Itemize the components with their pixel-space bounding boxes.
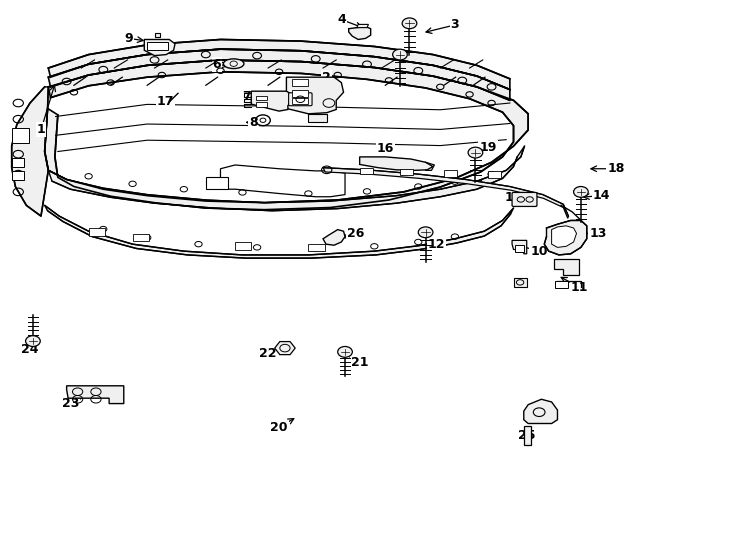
- Text: 5: 5: [319, 103, 327, 116]
- Text: 3: 3: [451, 18, 459, 31]
- Bar: [292, 98, 308, 104]
- Text: 23: 23: [62, 397, 79, 410]
- Bar: [308, 244, 324, 251]
- Text: 14: 14: [592, 189, 610, 202]
- Polygon shape: [524, 399, 558, 423]
- Polygon shape: [524, 426, 531, 445]
- Text: 17: 17: [157, 96, 174, 109]
- Polygon shape: [220, 165, 345, 197]
- Text: 10: 10: [531, 245, 548, 258]
- Text: 2: 2: [322, 71, 331, 84]
- Text: 4: 4: [337, 13, 346, 26]
- Text: 21: 21: [351, 356, 368, 369]
- Bar: [292, 79, 308, 86]
- Circle shape: [573, 186, 588, 197]
- Polygon shape: [251, 91, 292, 111]
- Polygon shape: [360, 157, 433, 170]
- Text: 15: 15: [505, 191, 523, 204]
- Polygon shape: [545, 220, 586, 255]
- Polygon shape: [155, 33, 161, 37]
- Polygon shape: [206, 177, 228, 189]
- Text: 24: 24: [21, 343, 39, 356]
- Text: 26: 26: [347, 227, 365, 240]
- Bar: [133, 234, 149, 241]
- Polygon shape: [48, 49, 510, 100]
- Polygon shape: [48, 39, 510, 90]
- Ellipse shape: [223, 59, 244, 69]
- Text: 18: 18: [608, 162, 625, 176]
- Text: 13: 13: [589, 227, 606, 240]
- Text: 6: 6: [213, 58, 221, 71]
- Bar: [12, 129, 29, 144]
- Text: 19: 19: [479, 141, 497, 154]
- Circle shape: [393, 49, 407, 60]
- Bar: [255, 103, 267, 107]
- Polygon shape: [323, 167, 568, 218]
- Circle shape: [338, 347, 352, 357]
- Text: 22: 22: [259, 347, 277, 360]
- Bar: [292, 90, 308, 97]
- FancyBboxPatch shape: [512, 192, 537, 206]
- Polygon shape: [12, 87, 48, 216]
- Text: 12: 12: [428, 238, 446, 251]
- Polygon shape: [45, 205, 514, 258]
- Polygon shape: [357, 24, 368, 28]
- Bar: [89, 228, 105, 235]
- Text: 11: 11: [571, 281, 588, 294]
- Bar: [360, 167, 373, 174]
- Polygon shape: [48, 146, 525, 211]
- Bar: [12, 171, 24, 179]
- Text: 25: 25: [518, 429, 536, 442]
- Text: 9: 9: [125, 32, 133, 45]
- Bar: [400, 169, 413, 176]
- Bar: [555, 281, 567, 288]
- Bar: [514, 278, 527, 287]
- Polygon shape: [554, 259, 579, 275]
- Polygon shape: [349, 26, 371, 39]
- Circle shape: [418, 227, 433, 238]
- Polygon shape: [67, 386, 124, 403]
- Bar: [148, 42, 168, 50]
- Text: 16: 16: [377, 143, 394, 156]
- Circle shape: [26, 336, 40, 347]
- Polygon shape: [275, 342, 295, 355]
- Circle shape: [468, 147, 483, 158]
- Bar: [255, 96, 267, 100]
- Bar: [235, 242, 251, 249]
- Bar: [444, 170, 457, 177]
- Polygon shape: [512, 240, 527, 254]
- Polygon shape: [286, 77, 344, 114]
- Circle shape: [402, 18, 417, 29]
- Text: 1: 1: [37, 124, 46, 137]
- Text: 7: 7: [241, 90, 250, 103]
- FancyBboxPatch shape: [288, 93, 312, 106]
- Text: 20: 20: [270, 421, 288, 434]
- Bar: [12, 158, 24, 166]
- Polygon shape: [552, 226, 576, 247]
- Polygon shape: [45, 60, 528, 210]
- Polygon shape: [323, 230, 345, 245]
- Bar: [488, 171, 501, 178]
- Polygon shape: [308, 114, 327, 122]
- Text: 8: 8: [249, 117, 258, 130]
- Bar: [515, 245, 524, 252]
- Polygon shape: [145, 39, 175, 56]
